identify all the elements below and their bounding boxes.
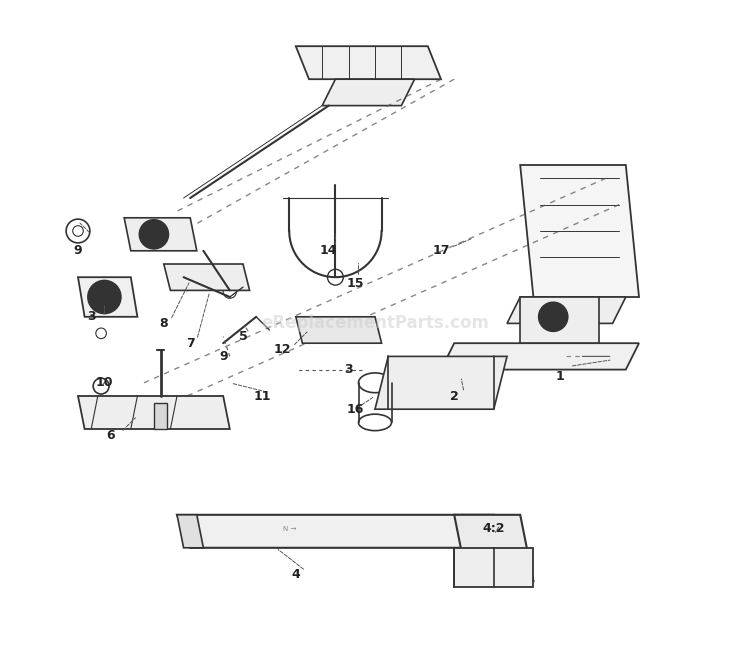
Text: 4: 4	[292, 568, 300, 581]
Polygon shape	[454, 548, 533, 587]
Polygon shape	[375, 356, 507, 409]
Text: 16: 16	[346, 403, 364, 416]
Polygon shape	[154, 403, 167, 429]
Text: 4:2: 4:2	[482, 521, 505, 535]
Text: 1: 1	[556, 370, 564, 383]
Text: 15: 15	[346, 277, 364, 290]
Polygon shape	[164, 264, 250, 290]
Text: 9: 9	[219, 350, 227, 363]
Text: 10: 10	[96, 376, 113, 389]
Polygon shape	[322, 79, 415, 106]
Polygon shape	[520, 165, 639, 297]
Circle shape	[88, 280, 121, 314]
Circle shape	[140, 220, 169, 249]
Polygon shape	[177, 515, 507, 548]
Polygon shape	[124, 218, 196, 251]
Text: 14: 14	[320, 244, 338, 257]
Polygon shape	[441, 343, 639, 370]
Polygon shape	[454, 515, 533, 581]
Text: 17: 17	[432, 244, 450, 257]
Text: 12: 12	[274, 343, 291, 356]
Text: eReplacementParts.com: eReplacementParts.com	[261, 314, 489, 333]
Text: 11: 11	[254, 389, 272, 403]
Polygon shape	[78, 396, 230, 429]
Text: 7: 7	[186, 337, 194, 350]
Text: 3: 3	[87, 310, 95, 323]
Text: N →: N →	[283, 526, 296, 533]
Circle shape	[97, 289, 112, 305]
Circle shape	[538, 302, 568, 331]
Text: 6: 6	[106, 429, 116, 442]
Polygon shape	[296, 46, 441, 79]
Text: 5: 5	[238, 330, 248, 343]
Text: 9: 9	[74, 244, 82, 257]
Polygon shape	[177, 515, 203, 548]
Polygon shape	[296, 317, 382, 343]
Polygon shape	[520, 297, 599, 343]
Text: 8: 8	[160, 317, 168, 330]
Text: 3: 3	[344, 363, 353, 376]
Polygon shape	[78, 277, 137, 317]
Text: 2: 2	[450, 389, 458, 403]
Polygon shape	[507, 297, 626, 323]
